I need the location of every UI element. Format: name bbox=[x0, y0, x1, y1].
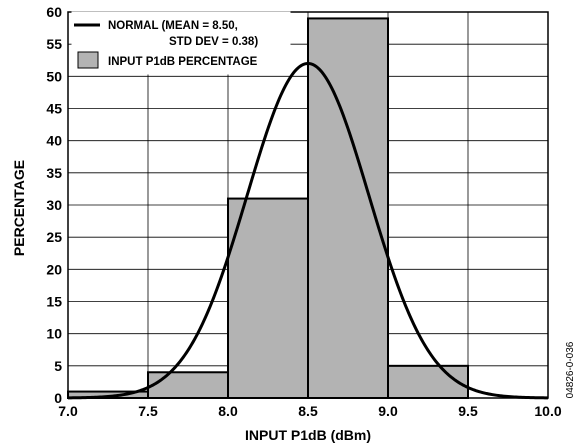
y-tick-label: 30 bbox=[46, 197, 62, 213]
y-tick-label: 0 bbox=[54, 390, 62, 406]
x-tick-label: 9.5 bbox=[458, 403, 478, 419]
histogram-bars bbox=[67, 17, 469, 400]
plot-frame bbox=[67, 11, 549, 399]
x-axis-title: INPUT P1dB (dBm) bbox=[245, 427, 371, 443]
figure-id: 04826-0-036 bbox=[565, 341, 576, 398]
y-tick-label: 10 bbox=[46, 326, 62, 342]
y-tick-label: 35 bbox=[46, 165, 62, 181]
x-tick-label: 8.5 bbox=[298, 403, 318, 419]
legend-normal-label-line1: NORMAL (MEAN = 8.50, bbox=[108, 20, 238, 32]
legend-normal-label-line2: STD DEV = 0.38) bbox=[169, 36, 258, 48]
y-tick-label: 55 bbox=[46, 36, 62, 52]
y-tick-label: 5 bbox=[54, 358, 62, 374]
x-tick-label: 9.0 bbox=[378, 403, 398, 419]
legend-bar-swatch bbox=[77, 51, 99, 69]
x-tick-label: 8.0 bbox=[218, 403, 238, 419]
x-tick-label: 10.0 bbox=[534, 403, 561, 419]
y-tick-label: 25 bbox=[46, 229, 62, 245]
y-tick-label: 45 bbox=[46, 101, 62, 117]
legend-box bbox=[71, 11, 291, 75]
y-tick-label: 40 bbox=[46, 133, 62, 149]
y-axis-title: PERCENTAGE bbox=[11, 160, 27, 256]
histogram-bar bbox=[147, 371, 229, 399]
x-tick-label: 7.0 bbox=[58, 403, 78, 419]
y-tick-labels: 0 5 10 15 20 25 30 35 40 45 50 55 60 bbox=[46, 4, 62, 406]
legend: NORMAL (MEAN = 8.50, STD DEV = 0.38) INP… bbox=[71, 11, 291, 75]
x-tick-label: 7.5 bbox=[138, 403, 158, 419]
histogram-bar bbox=[387, 364, 469, 400]
y-tick-label: 15 bbox=[46, 294, 62, 310]
histogram-bar bbox=[307, 17, 389, 400]
legend-bar-label: INPUT P1dB PERCENTAGE bbox=[108, 56, 258, 68]
normal-curve bbox=[67, 61, 549, 400]
y-tick-label: 20 bbox=[46, 261, 62, 277]
histogram-bar bbox=[227, 197, 309, 399]
y-tick-label: 50 bbox=[46, 68, 62, 84]
x-tick-labels: 7.0 7.5 8.0 8.5 9.0 9.5 10.0 bbox=[58, 403, 562, 419]
y-tick-label: 60 bbox=[46, 4, 62, 20]
